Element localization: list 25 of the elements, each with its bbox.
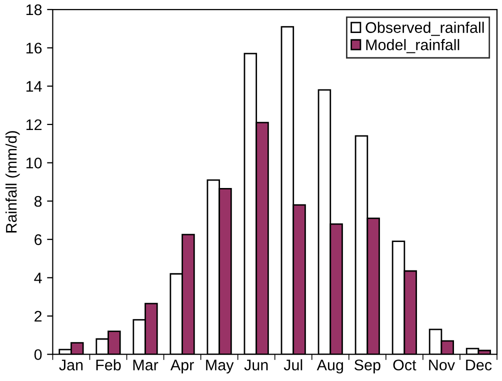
- x-tick-label: Jun: [244, 360, 268, 370]
- y-tick-label: 12: [26, 119, 42, 130]
- y-tick-label: 16: [26, 42, 42, 54]
- legend-label: Observed_rainfall: [366, 22, 484, 36]
- y-axis-title: Rainfall (mm/d): [6, 131, 20, 232]
- x-tick-label: Apr: [170, 360, 194, 374]
- x-tick-label: Mar: [133, 360, 158, 370]
- x-tick-label: Oct: [393, 360, 416, 370]
- x-tick-label: Jul: [284, 359, 302, 370]
- x-tick-label: May: [206, 360, 234, 374]
- y-tick-label: 4: [34, 272, 42, 284]
- y-tick-label: 10: [26, 158, 42, 168]
- y-tick-label: 18: [26, 4, 42, 16]
- y-tick-label: 2: [34, 310, 42, 322]
- x-tick-label: Jan: [59, 360, 83, 370]
- x-tick-label: Nov: [429, 360, 455, 370]
- y-tick-label: 8: [34, 196, 42, 207]
- x-tick-label: Dec: [466, 360, 492, 370]
- y-tick-label: 14: [26, 81, 42, 92]
- x-tick-label: Aug: [316, 360, 343, 374]
- y-tick-label: 6: [34, 234, 42, 246]
- x-tick-label: Feb: [96, 359, 121, 370]
- legend-label: Model_rainfall: [366, 39, 460, 54]
- x-tick-label: Sep: [354, 360, 380, 374]
- y-tick-label: 0: [34, 349, 42, 360]
